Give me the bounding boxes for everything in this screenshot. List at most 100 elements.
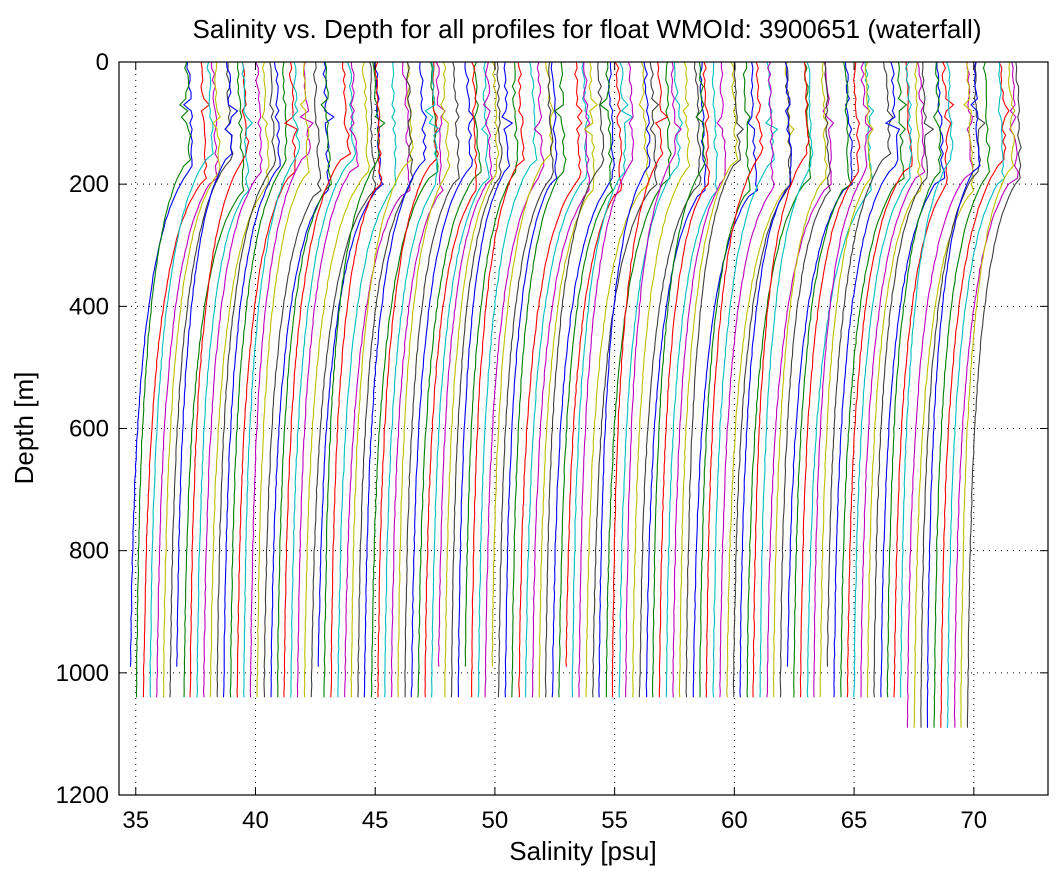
salinity-profile-line (632, 61, 691, 698)
salinity-profile-line (651, 61, 706, 698)
salinity-profile-line (826, 61, 894, 667)
salinity-profile-line (739, 61, 792, 698)
salinity-profile-line (290, 61, 357, 698)
salinity-profile-line (953, 61, 1019, 728)
salinity-profile-line (538, 61, 599, 698)
salinity-profile-line (344, 61, 411, 698)
salinity-profile-line (605, 61, 672, 698)
salinity-profile-line (424, 61, 478, 698)
salinity-profile-line (256, 61, 310, 698)
y-tick-label: 600 (69, 416, 109, 443)
x-tick-label: 35 (122, 807, 149, 834)
salinity-profile-line (880, 62, 946, 698)
salinity-profile-line (243, 61, 301, 698)
salinity-profile-line (840, 61, 908, 698)
grid-lines (119, 62, 1048, 795)
salinity-profile-line (317, 61, 384, 667)
salinity-profile-line (477, 61, 538, 698)
salinity-profile-line (370, 61, 439, 698)
salinity-profile-line (464, 61, 519, 667)
salinity-profile-line (444, 61, 500, 698)
salinity-profile-line (229, 61, 288, 698)
x-tick-label: 70 (960, 807, 987, 834)
salinity-profile-line (491, 61, 555, 667)
salinity-profile-line (940, 61, 1010, 728)
salinity-profile-line (966, 61, 1022, 728)
salinity-profile-line (263, 61, 322, 698)
salinity-profile-line (135, 61, 192, 698)
salinity-profile-line (183, 61, 245, 698)
salinity-profile-line (920, 61, 986, 728)
salinity-profile-line (377, 61, 440, 698)
salinity-profile-line (222, 61, 281, 698)
salinity-profile-line (129, 61, 193, 667)
chart-title: Salinity vs. Depth for all profiles for … (193, 14, 982, 44)
salinity-profile-line (692, 61, 759, 698)
salinity-profile-line (484, 61, 545, 698)
salinity-profile-line (846, 61, 913, 698)
profiles-group (129, 61, 1022, 728)
salinity-profile-line (551, 62, 615, 698)
salinity-profile-line (719, 61, 776, 698)
salinity-profile-line (759, 61, 814, 698)
salinity-profile-line (853, 61, 913, 698)
salinity-profile-line (162, 61, 221, 698)
salinity-profile-line (866, 61, 922, 698)
salinity-profile-line (216, 61, 277, 698)
salinity-profile-line (933, 61, 991, 728)
salinity-profile-line (511, 61, 567, 698)
salinity-profile-line (196, 61, 253, 698)
salinity-profile-line (142, 61, 210, 698)
salinity-profile-line (410, 61, 475, 698)
x-tick-label: 65 (841, 807, 868, 834)
x-tick-label: 55 (601, 807, 628, 834)
salinity-profile-line (699, 61, 751, 698)
salinity-profile-line (746, 61, 812, 698)
salinity-profile-line (578, 61, 635, 698)
salinity-profile-line (638, 61, 702, 698)
salinity-profile-line (236, 61, 298, 698)
salinity-profile-line (303, 61, 370, 698)
salinity-profile-line (571, 61, 634, 698)
salinity-profile-line (819, 61, 874, 698)
salinity-profile-line (678, 61, 739, 698)
salinity-profile-line (431, 61, 490, 698)
salinity-profile-line (625, 61, 682, 698)
salinity-profile-line (296, 61, 360, 698)
salinity-profile-line (363, 61, 428, 698)
y-axis-label: Depth [m] (9, 372, 39, 485)
salinity-profile-line (276, 61, 332, 698)
y-tick-label: 1200 (56, 782, 109, 809)
salinity-profile-line (685, 61, 744, 698)
salinity-profile-line (497, 61, 554, 698)
salinity-profile-line (357, 61, 414, 698)
salinity-profile-line (518, 61, 583, 698)
salinity-profile-line (705, 61, 764, 698)
salinity-profile-line (772, 61, 829, 698)
salinity-profile-line (598, 61, 651, 698)
salinity-profile-line (611, 61, 669, 698)
salinity-profile-line (169, 61, 234, 698)
salinity-profile-line (390, 61, 446, 698)
salinity-profile-line (209, 61, 270, 698)
x-tick-label: 60 (721, 807, 748, 834)
y-tick-label: 400 (69, 293, 109, 320)
salinity-profile-line (618, 61, 684, 698)
salinity-profile-line (471, 61, 525, 698)
salinity-profile-line (645, 61, 707, 698)
salinity-profile-line (926, 61, 981, 728)
salinity-profile-line (873, 61, 935, 698)
salinity-profile-line (860, 61, 926, 698)
salinity-profile-line (779, 61, 832, 698)
salinity-profile-line (900, 61, 954, 698)
y-tick-label: 1000 (56, 660, 109, 687)
salinity-profile-line (886, 61, 942, 698)
salinity-profile-line (350, 61, 414, 698)
x-tick-label: 45 (362, 807, 389, 834)
y-tick-label: 800 (69, 538, 109, 565)
x-tick-label: 40 (242, 807, 269, 834)
salinity-profile-line (658, 61, 711, 698)
salinity-profile-line (906, 61, 974, 728)
salinity-profile-line (893, 61, 955, 698)
